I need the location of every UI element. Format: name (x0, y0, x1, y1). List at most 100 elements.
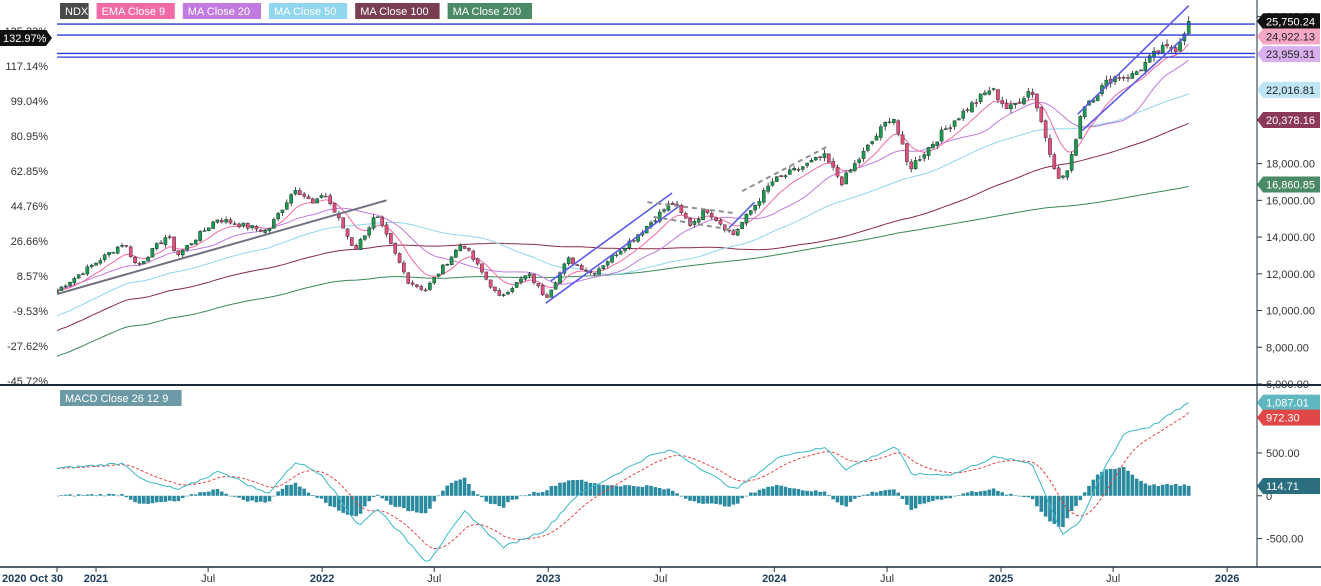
macd-histogram-bar (796, 489, 801, 496)
candle-body (449, 256, 454, 266)
macd-histogram-bar (696, 495, 701, 504)
candle (150, 247, 155, 258)
candle (922, 152, 927, 162)
candle-body (787, 169, 792, 175)
candle (848, 168, 853, 173)
candle (111, 251, 116, 254)
macd-histogram-bar (957, 495, 961, 496)
candle (311, 197, 315, 204)
macd-histogram-bar (1165, 484, 1169, 496)
dashed-flag-upper (647, 201, 736, 215)
candle (345, 228, 350, 240)
candle-body (1143, 62, 1148, 72)
candle (952, 120, 957, 130)
macd-histogram-bar (983, 490, 987, 496)
macd-histogram-bar (81, 495, 85, 496)
left-pct-tick-label: -9.53% (13, 306, 48, 318)
candle (558, 271, 562, 284)
candle-body (996, 89, 1000, 100)
candle-body (519, 278, 523, 283)
candle-body (311, 198, 315, 204)
candle (679, 203, 684, 215)
macd-histogram-bar (389, 495, 393, 505)
candle (1017, 98, 1022, 104)
candle-body (423, 289, 428, 292)
candle (454, 248, 458, 259)
macd-histogram-bar (913, 495, 918, 509)
macd-histogram-bar (493, 495, 497, 505)
candle (315, 197, 319, 204)
candle (666, 200, 671, 212)
candle-body (974, 102, 979, 104)
candle (423, 287, 428, 292)
candle-body (748, 210, 753, 215)
macd-histogram-bar (510, 495, 515, 500)
candle-body (1035, 93, 1039, 109)
macd-histogram-bar (211, 489, 215, 496)
candle-body (623, 248, 627, 251)
candle (488, 279, 493, 289)
candle-body (120, 245, 124, 247)
candle-body (605, 261, 610, 266)
candle-body (150, 247, 155, 258)
candle-body (844, 172, 848, 185)
candle (172, 236, 176, 252)
candle-body (176, 250, 181, 255)
candle-body (987, 90, 992, 95)
macd-histogram-bar (1022, 495, 1026, 498)
left-pct-tick-label: -45.72% (7, 376, 48, 388)
macd-histogram-bar (584, 481, 588, 496)
candle (974, 98, 979, 108)
macd-histogram-bar (1052, 495, 1057, 524)
macd-histogram-bar (809, 491, 814, 496)
candle (623, 247, 627, 254)
macd-badge-label: 1,087.01 (1266, 398, 1309, 410)
macd-histogram-bar (267, 495, 272, 502)
macd-histogram-bar (1009, 493, 1013, 496)
candle-body (879, 126, 883, 138)
candle-body (497, 290, 502, 296)
candle-body (1178, 41, 1182, 52)
macd-histogram-bar (1000, 492, 1005, 496)
candle (202, 227, 207, 232)
macd-histogram-bar (354, 495, 358, 517)
candle (770, 178, 775, 187)
legend-swatch (269, 3, 348, 19)
candle-body (614, 254, 619, 257)
candle-body (1004, 103, 1009, 109)
macd-histogram-bar (102, 495, 107, 497)
macd-histogram-bar (380, 495, 385, 499)
macd-histogram-bar (250, 495, 254, 501)
macd-histogram-bar (111, 494, 116, 496)
price-badge-label: 24,922.13 (1266, 31, 1315, 43)
legend-swatch (447, 3, 532, 19)
candle (935, 141, 940, 149)
macd-histogram-bar (735, 495, 740, 504)
macd-histogram-bar (670, 490, 675, 496)
macd-histogram-bar (159, 495, 163, 503)
price-badge-shape (1257, 81, 1320, 98)
candle (1139, 69, 1143, 72)
candle-body (1026, 91, 1031, 98)
macd-histogram-bar (1082, 492, 1087, 496)
candle-body (1173, 47, 1178, 53)
candle (540, 283, 545, 297)
candle-body (783, 175, 788, 178)
macd-histogram-bar (519, 495, 523, 497)
macd-histogram-bar (345, 495, 350, 515)
macd-histogram-bar (63, 494, 68, 496)
candle-body (250, 225, 254, 228)
macd-histogram-bar (393, 495, 398, 507)
macd-histogram-bar (488, 495, 493, 504)
candle-body (263, 230, 267, 233)
right-price-tick-label: 16,000.00 (1266, 195, 1315, 207)
candle (319, 193, 324, 199)
candle (449, 256, 454, 266)
macd-histogram-bar (1147, 485, 1152, 496)
candle-body (358, 239, 363, 250)
candle-body (267, 228, 272, 232)
macd-histogram-bar (397, 495, 402, 507)
candle (1165, 39, 1169, 49)
candle-body (475, 258, 480, 265)
left-pct-tick-label: 62.85% (11, 166, 49, 178)
